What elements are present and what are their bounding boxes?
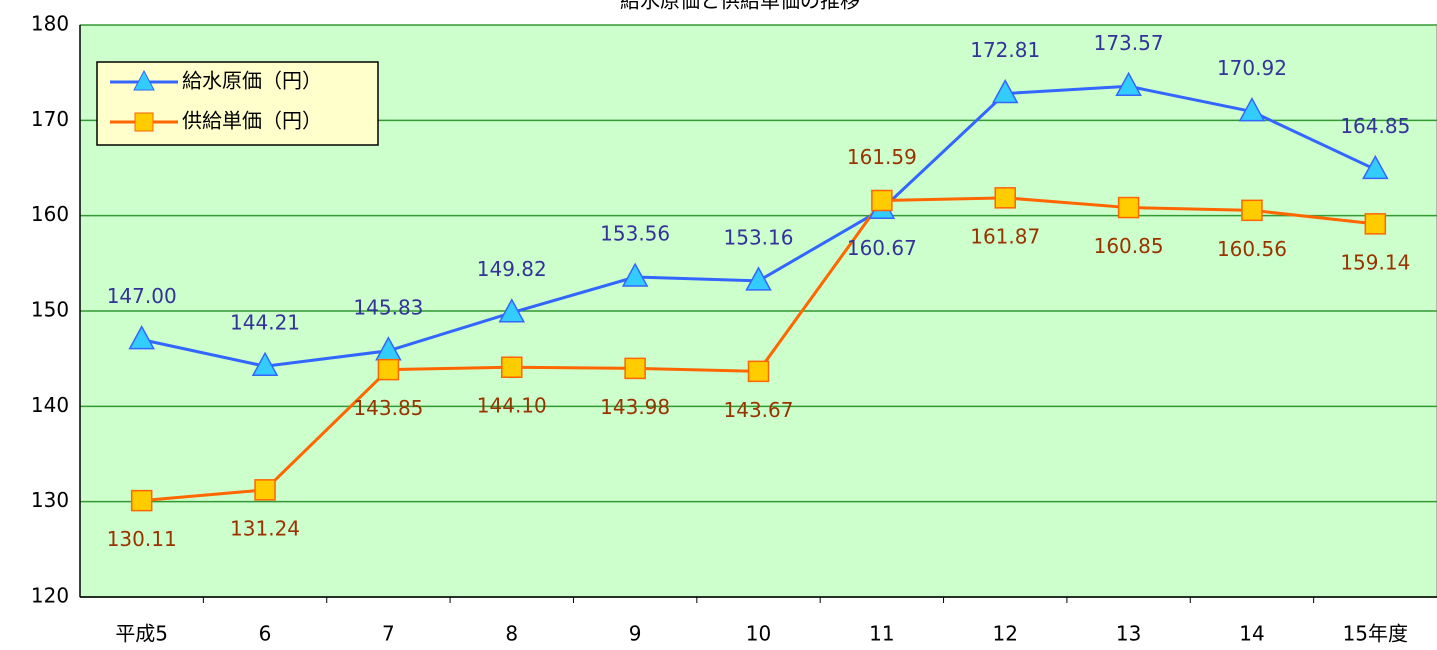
marker (621, 262, 649, 287)
data-label: 160.67 (847, 236, 917, 260)
x-tick-label: 14 (1239, 622, 1264, 646)
legend-label: 供給単価（円） (182, 109, 322, 133)
data-label: 145.83 (353, 295, 423, 319)
legend-label: 給水原価（円） (182, 69, 322, 93)
data-label: 172.81 (970, 38, 1040, 62)
x-tick-label: 8 (505, 622, 518, 646)
data-label: 159.14 (1340, 250, 1410, 274)
data-label: 161.59 (847, 145, 917, 169)
y-tick-label: 160 (31, 202, 69, 226)
marker (501, 356, 523, 378)
marker (747, 360, 770, 383)
chart-title: 給水原価と供給単価の推移 (620, 0, 860, 13)
marker (130, 489, 153, 512)
data-label: 130.11 (107, 527, 177, 551)
data-label: 147.00 (107, 284, 177, 308)
marker (1241, 199, 1263, 222)
marker (1117, 196, 1140, 219)
marker (128, 325, 155, 350)
y-tick-label: 170 (31, 107, 69, 131)
marker (251, 351, 279, 376)
marker (1362, 154, 1389, 180)
marker (745, 266, 772, 291)
data-label: 144.21 (230, 311, 300, 335)
marker (1238, 96, 1266, 122)
data-label: 144.10 (477, 394, 547, 418)
data-label: 143.98 (600, 395, 670, 419)
x-tick-label: 9 (629, 622, 642, 646)
marker (1115, 71, 1142, 97)
x-tick-label: 7 (382, 622, 395, 646)
x-tick-label: 15年度 (1343, 622, 1408, 646)
marker (254, 479, 276, 501)
data-label: 143.85 (353, 396, 423, 420)
marker (498, 298, 526, 323)
marker (377, 358, 400, 381)
marker (624, 357, 646, 380)
marker (991, 78, 1019, 104)
y-tick-label: 150 (31, 298, 69, 322)
legend-marker (134, 112, 154, 132)
data-label: 131.24 (230, 516, 300, 540)
y-tick-label: 130 (31, 488, 69, 512)
x-tick-label: 10 (746, 622, 771, 646)
data-label: 143.67 (724, 398, 794, 422)
x-tick-label: 12 (993, 622, 1018, 646)
data-label: 164.85 (1340, 114, 1410, 138)
y-tick-label: 120 (31, 584, 69, 608)
marker (871, 189, 893, 212)
x-tick-label: 6 (259, 622, 272, 646)
data-label: 160.56 (1217, 237, 1287, 261)
y-tick-label: 140 (31, 393, 69, 417)
data-label: 149.82 (477, 257, 547, 281)
data-label: 170.92 (1217, 56, 1287, 80)
x-tick-label: 13 (1116, 622, 1141, 646)
x-tick-label: 平成5 (115, 622, 168, 646)
data-label: 153.56 (600, 222, 670, 246)
y-tick-label: 180 (31, 12, 69, 36)
marker (994, 187, 1016, 209)
data-label: 173.57 (1094, 31, 1164, 55)
x-tick-label: 11 (869, 622, 894, 646)
data-label: 153.16 (724, 225, 794, 249)
data-label: 161.87 (970, 224, 1040, 248)
legend-marker (133, 69, 155, 91)
marker (1364, 213, 1387, 235)
data-label: 160.85 (1094, 234, 1164, 258)
